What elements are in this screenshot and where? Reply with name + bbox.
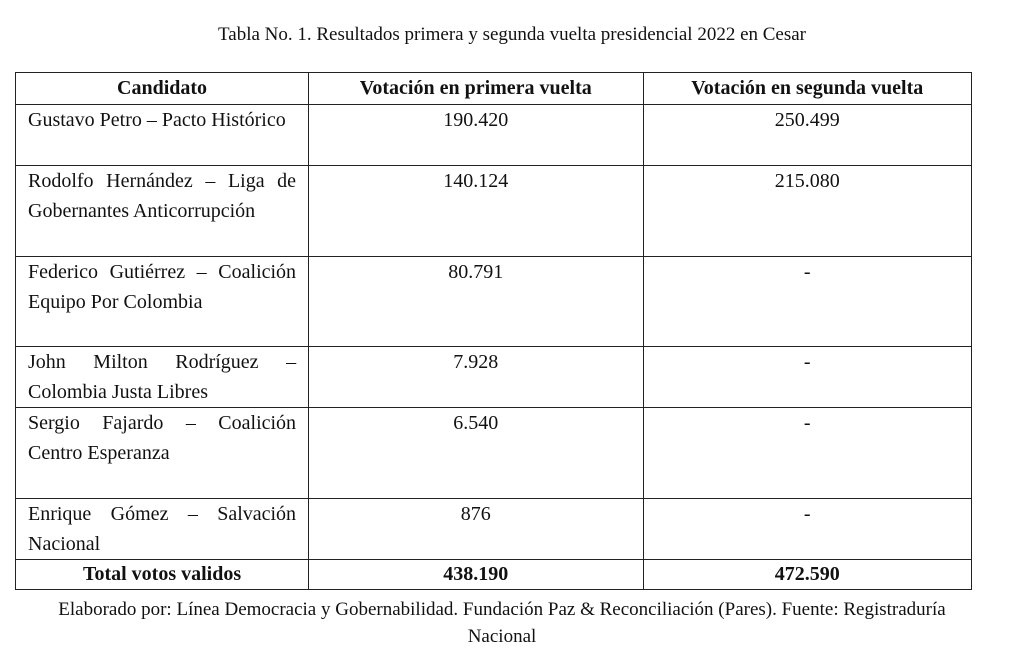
header-row: Candidato Votación en primera vuelta Votac… [14,72,972,105]
votes-cell: 7.928 [308,346,644,408]
votes-cell: - [642,407,972,499]
column-header: Votación en primera vuelta [308,72,644,105]
results-table: Candidato Votación en primera vuelta Votac… [14,72,972,590]
votes-cell: - [642,498,972,560]
total-cell: 472.590 [642,559,972,590]
votes-cell: 80.791 [308,256,644,347]
table-row: John Milton Rodríguez – Colombia Justa L… [14,346,972,408]
votes-cell: 215.080 [642,165,972,257]
votes-cell: 6.540 [308,407,644,499]
column-header: Candidato [14,72,310,105]
candidate-cell: John Milton Rodríguez – Colombia Justa L… [14,346,310,408]
candidate-cell: Rodolfo Hernández – Liga de Gobernantes … [14,165,310,257]
candidate-cell: Enrique Gómez – Salvación Nacional [14,498,310,560]
candidate-cell: Sergio Fajardo – Coalición Centro Espera… [14,407,310,499]
table-row: Rodolfo Hernández – Liga de Gobernantes … [14,165,972,257]
table-row: Enrique Gómez – Salvación Nacional 876- [14,498,972,560]
total-cell: 438.190 [308,559,644,590]
table-row: Sergio Fajardo – Coalición Centro Espera… [14,407,972,499]
total-cell: Total votos validos [14,559,310,590]
candidate-cell: Gustavo Petro – Pacto Histórico [14,104,310,166]
table-row: Federico Gutiérrez – Coalición Equipo Po… [14,256,972,347]
table-title: Tabla No. 1. Resultados primera y segund… [217,24,807,45]
votes-cell: 140.124 [308,165,644,257]
table-row: Gustavo Petro – Pacto Histórico 190.420 25… [14,104,972,166]
votes-cell: - [642,346,972,408]
votes-cell: - [642,256,972,347]
column-header: Votación en segunda vuelta [642,72,972,105]
votes-cell: 876 [308,498,644,560]
votes-cell: 190.420 [308,104,644,166]
source-note: Elaborado por: Línea Democracia y Gobern… [58,599,946,647]
table-body: Gustavo Petro – Pacto Histórico 190.420 25… [14,104,972,590]
total-row: Total votos validos 438.190 472.590 [14,559,972,590]
candidate-cell: Federico Gutiérrez – Coalición Equipo Po… [14,256,310,347]
votes-cell: 250.499 [642,104,972,166]
